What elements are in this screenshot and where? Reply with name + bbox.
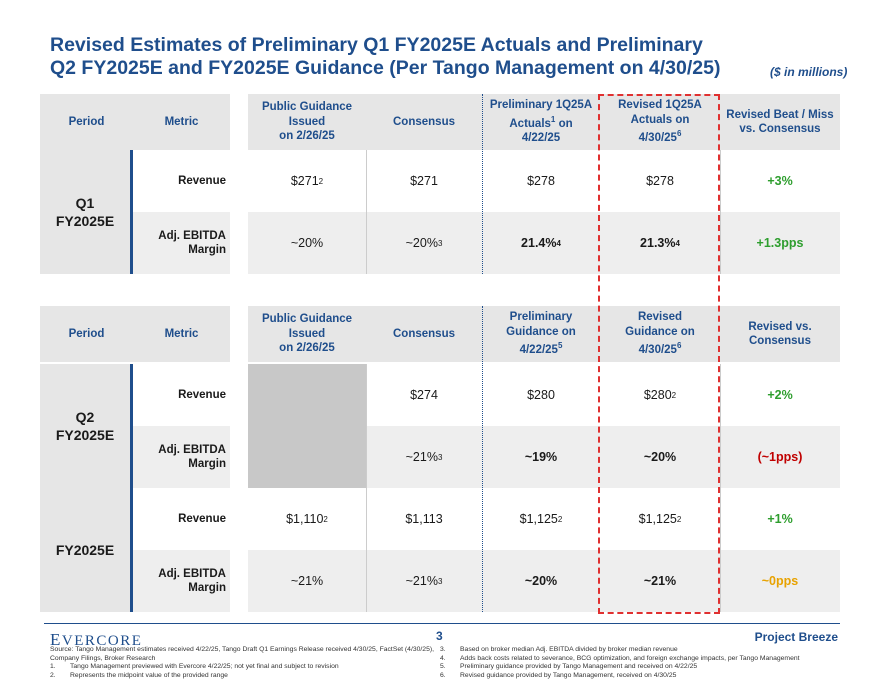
- table1-beat-ebitda: +1.3pps: [756, 236, 804, 250]
- footnote-1: 1. Tango Management previewed with Everco…: [50, 663, 339, 670]
- table1-consensus-revenue: $271: [410, 174, 438, 188]
- q2-metric-ebitda: Adj. EBITDA Margin: [158, 444, 226, 470]
- table1-metric-revenue: Revenue: [178, 175, 226, 187]
- table1-period-cell: [40, 150, 130, 274]
- fy-metric-revenue: Revenue: [178, 513, 226, 525]
- fy-public-revenue: $1,110 2: [286, 512, 328, 526]
- fy-period-bar: [130, 488, 133, 612]
- fy-public-ebitda: ~21%: [290, 574, 324, 588]
- table1-header-beat: Revised Beat / Miss vs. Consensus: [726, 108, 834, 136]
- q2-stripe-left: [133, 426, 230, 488]
- table1-header-revised: Revised 1Q25A Actuals on 4/30/256: [618, 99, 702, 145]
- q2-public-guidance-na: [248, 364, 366, 488]
- table1-divider-dotted: [482, 94, 483, 274]
- table1-stripe-right: [248, 212, 840, 274]
- table1-stripe-left: [133, 212, 230, 274]
- table2-header-metric: Metric: [164, 327, 199, 340]
- q2-period-label: Q2 FY2025E: [55, 409, 115, 443]
- table2-header-revised: Revised Guidance on 4/30/256: [625, 311, 695, 357]
- table1-header-metric: Metric: [164, 115, 199, 128]
- q2-consensus-revenue: $274: [410, 388, 438, 402]
- table1-consensus-ebitda: ~20% 3: [405, 236, 443, 250]
- footnote-3: 3. Based on broker median Adj. EBITDA div…: [440, 646, 678, 653]
- table1-metric-ebitda: Adj. EBITDA Margin: [158, 230, 226, 256]
- q2-beat-ebitda: (~1pps): [757, 450, 803, 464]
- q2-metric-revenue: Revenue: [178, 389, 226, 401]
- footnote-4: 4. Adds back costs related to severance, …: [440, 654, 800, 662]
- table1-header-period: Period: [68, 115, 105, 128]
- fy-consensus-revenue: $1,113: [405, 512, 443, 526]
- fy-beat-revenue: +1%: [767, 512, 793, 526]
- table1-beat-revenue: +3%: [767, 174, 793, 188]
- table2-header-left-bg: [40, 306, 230, 362]
- q2-prelim-revenue: $280: [527, 388, 555, 402]
- title-line-2: Q2 FY2025E and FY2025E Guidance (Per Tan…: [50, 57, 721, 79]
- fy-consensus-ebitda: ~21% 3: [405, 574, 443, 588]
- fy-stripe-right: [248, 550, 840, 612]
- table1-header-public: Public Guidance Issued on 2/26/25: [261, 101, 353, 143]
- table1-header-prelim: Preliminary 1Q25A Actuals1 on 4/22/25: [489, 99, 593, 145]
- table2-header-prelim: Preliminary Guidance on 4/22/255: [506, 311, 576, 357]
- table1-public-revenue: $271 2: [290, 174, 324, 188]
- fy-beat-ebitda: ~0pps: [761, 574, 799, 588]
- footnote-2: 2. Represents the midpoint value of the p…: [50, 671, 228, 679]
- title-line-1: Revised Estimates of Preliminary Q1 FY20…: [50, 34, 703, 56]
- table2-header-period: Period: [68, 327, 105, 340]
- footnote-6: 6. Revised guidance provided by Tango Man…: [440, 671, 677, 679]
- fy-revised-revenue: $1,125 2: [638, 512, 682, 526]
- table1-divider-2: [720, 150, 721, 274]
- table2-divider-1: [366, 364, 367, 612]
- fy-prelim-revenue: $1,125 2: [519, 512, 563, 526]
- q2-revised-revenue: $280 2: [643, 388, 677, 402]
- q2-revised-ebitda: ~20%: [643, 450, 677, 464]
- table2-divider-2: [720, 364, 721, 612]
- table1-period-label: Q1 FY2025E: [55, 195, 115, 229]
- table1-period-bar: [130, 150, 133, 274]
- q2-prelim-ebitda: ~19%: [524, 450, 558, 464]
- table2-header-consensus: Consensus: [393, 327, 455, 340]
- table2-header-public: Public Guidance Issued on 2/26/25: [261, 313, 353, 355]
- table2-header-beat: Revised vs. Consensus: [748, 320, 812, 348]
- footnote-5: 5. Preliminary guidance provided by Tango…: [440, 663, 698, 670]
- q2-period-bar: [130, 364, 133, 488]
- table1-revised-revenue: $278: [646, 174, 674, 188]
- q2-consensus-ebitda: ~21% 3: [405, 450, 443, 464]
- footnote-source: Source: Tango Management estimates recei…: [50, 646, 434, 662]
- units-note: ($ in millions): [770, 65, 848, 79]
- table1-public-ebitda: ~20%: [290, 236, 324, 250]
- q2-beat-revenue: +2%: [767, 388, 793, 402]
- page-number: 3: [436, 629, 443, 643]
- table1-header-left-bg: [40, 94, 230, 150]
- table1-revised-ebitda: 21.3% 4: [640, 236, 680, 250]
- table1-header-right-bg: [248, 94, 840, 150]
- fy-revised-ebitda: ~21%: [643, 574, 677, 588]
- table1-divider-1: [366, 150, 367, 274]
- fy-stripe-left: [133, 550, 230, 612]
- table2-divider-dotted: [482, 306, 483, 612]
- table2-header-right-bg: [248, 306, 840, 362]
- page-title: Revised Estimates of Preliminary Q1 FY20…: [50, 34, 850, 80]
- q2-period-cell: [40, 364, 130, 488]
- fy-period-cell: [40, 488, 130, 612]
- revised-column-highlight: [598, 94, 720, 614]
- footer-divider: [44, 623, 840, 624]
- table1-header-consensus: Consensus: [393, 115, 455, 128]
- table1-prelim-revenue: $278: [527, 174, 555, 188]
- fy-prelim-ebitda: ~20%: [524, 574, 558, 588]
- table1-prelim-ebitda: 21.4% 4: [521, 236, 561, 250]
- fy-metric-ebitda: Adj. EBITDA Margin: [158, 568, 226, 594]
- fy-period-label: FY2025E: [55, 542, 115, 558]
- evercore-logo: EVERCORE: [50, 630, 143, 649]
- project-name: Project Breeze: [754, 630, 838, 644]
